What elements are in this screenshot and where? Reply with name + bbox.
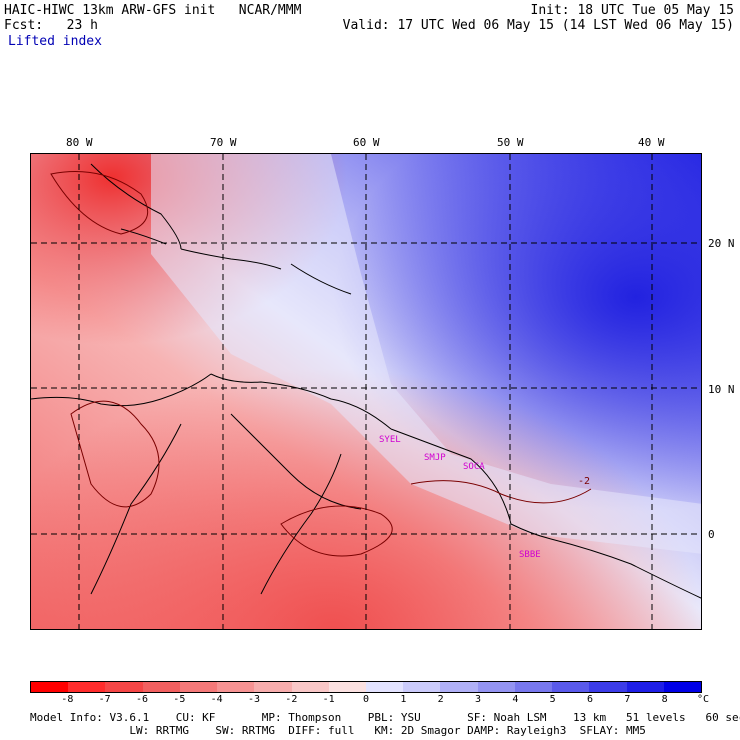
model-info-line2: LW: RRTMG SW: RRTMG DIFF: full KM: 2D Sm… xyxy=(30,724,646,737)
colorbar-swatch xyxy=(179,682,218,692)
field-name: Lifted index xyxy=(8,34,102,49)
lifted-index-map: SYEL SMJP SOCA SBBE -2 xyxy=(30,153,702,630)
colorbar-tick-label: -3 xyxy=(247,694,261,705)
colorbar-swatch xyxy=(105,682,143,692)
colorbar-swatch xyxy=(514,682,553,692)
colorbar-swatch xyxy=(142,682,180,692)
colorbar-tick-label: 4 xyxy=(512,694,519,705)
colorbar-tick-label: -8 xyxy=(61,694,74,705)
colorbar-swatch xyxy=(68,682,106,692)
coastlines xyxy=(31,163,701,599)
colorbar-swatch xyxy=(626,682,664,692)
contour-lines xyxy=(50,171,592,557)
caribbean-band xyxy=(151,154,701,554)
station-sbbe: SBBE xyxy=(519,550,541,560)
colorbar-tick-label: 1 xyxy=(400,694,407,705)
model-info-line1: Model Info: V3.6.1 CU: KF MP: Thompson P… xyxy=(30,711,740,724)
lon-label-50w: 50 W xyxy=(497,136,524,149)
lon-label-80w: 80 W xyxy=(66,136,93,149)
colorbar-swatch xyxy=(254,682,292,692)
colorbar-tick-label: -1 xyxy=(322,694,335,705)
lon-label-70w: 70 W xyxy=(210,136,237,149)
colorbar-swatch xyxy=(403,682,441,692)
lat-label-equator: 0 xyxy=(708,528,715,541)
colorbar-swatch xyxy=(217,682,255,692)
colorbar-tick-label: -7 xyxy=(98,694,111,705)
colorbar-swatch xyxy=(31,682,69,692)
colorbar-tick-label: -2 xyxy=(285,694,298,705)
colorbar-unit: °C xyxy=(697,694,710,705)
colorbar-tick-label: 7 xyxy=(624,694,631,705)
lon-label-40w: 40 W xyxy=(638,136,665,149)
latlon-grid xyxy=(31,154,701,629)
forecast-hour: Fcst: 23 h xyxy=(4,18,98,33)
colorbar-tick-label: -5 xyxy=(173,694,186,705)
colorbar-tick-label: 6 xyxy=(586,694,594,705)
lat-label-20n: 20 N xyxy=(708,237,735,250)
colorbar-swatch xyxy=(552,682,590,692)
colorbar xyxy=(30,681,702,693)
colorbar-swatch xyxy=(291,682,329,692)
colorbar-tick-label: 2 xyxy=(437,694,444,705)
map-canvas: SYEL SMJP SOCA SBBE -2 xyxy=(31,154,701,629)
lat-label-10n: 10 N xyxy=(708,383,735,396)
colorbar-tick-label: 5 xyxy=(549,694,556,705)
colorbar-swatch xyxy=(663,682,701,692)
colorbar-swatch xyxy=(589,682,627,692)
colorbar-tick-label: -6 xyxy=(135,694,149,705)
colorbar-tick-label: -4 xyxy=(210,694,223,705)
station-smjp: SMJP xyxy=(424,453,446,463)
colorbar-swatch xyxy=(440,682,478,692)
colorbar-swatch xyxy=(328,682,366,692)
colorbar-tick-label: 8 xyxy=(661,694,668,705)
lon-label-60w: 60 W xyxy=(353,136,380,149)
valid-time: Valid: 17 UTC Wed 06 May 15 (14 LST Wed … xyxy=(342,18,734,33)
colorbar-tick-label: 0 xyxy=(362,694,370,705)
colorbar-tick-label: 3 xyxy=(474,694,482,705)
station-soca: SOCA xyxy=(463,462,485,472)
contour-value-label: -2 xyxy=(578,476,590,487)
colorbar-swatch xyxy=(365,682,404,692)
model-title: HAIC-HIWC 13km ARW-GFS init NCAR/MMM xyxy=(4,3,302,18)
colorbar-swatch xyxy=(477,682,515,692)
station-syel: SYEL xyxy=(379,435,401,445)
init-time: Init: 18 UTC Tue 05 May 15 xyxy=(530,3,735,18)
